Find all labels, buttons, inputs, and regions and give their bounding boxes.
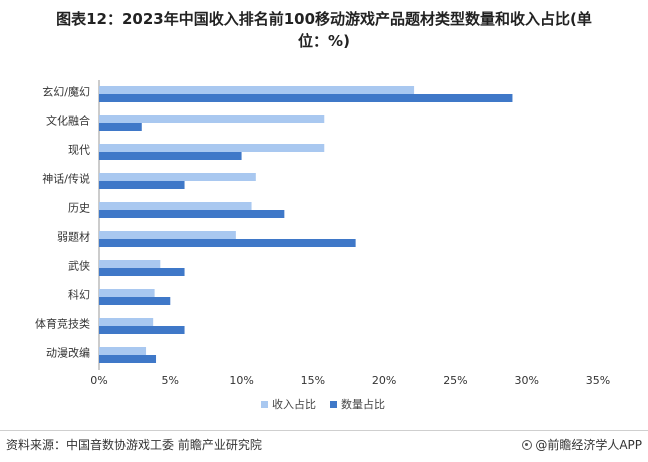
revenue-share-bar (99, 86, 415, 94)
brand-text: @前瞻经济学人APP (535, 438, 642, 452)
count-share-bar (99, 355, 157, 363)
count-share-bar (99, 268, 185, 276)
x-tick-label: 10% (229, 374, 253, 387)
count-share-bar (99, 210, 285, 218)
revenue-share-bar (99, 318, 154, 326)
x-tick-label: 0% (90, 374, 107, 387)
count-share-bar (99, 94, 513, 102)
category-label: 科幻 (68, 288, 90, 302)
category-label: 动漫改编 (46, 346, 90, 360)
brand-logo-icon (522, 440, 533, 450)
x-tick-label: 35% (586, 374, 610, 387)
category-label: 历史 (68, 202, 90, 215)
revenue-share-bar (99, 231, 236, 239)
revenue-share-bar (99, 144, 325, 152)
count-share-bar (99, 297, 171, 305)
count-share-bar (99, 152, 242, 160)
count-share-bar (99, 123, 142, 131)
chart-title-line-2: 位：%) (298, 32, 350, 50)
count-share-bar (99, 326, 185, 334)
revenue-share-bar (99, 347, 147, 355)
footer: 资料来源：中国音数协游戏工委 前瞻产业研究院 @前瞻经济学人APP (0, 430, 648, 455)
x-tick-label: 5% (162, 374, 179, 387)
x-tick-label: 30% (514, 374, 538, 387)
chart-title-line-1: 图表12：2023年中国收入排名前100移动游戏产品题材类型数量和收入占比(单 (56, 10, 592, 28)
category-label: 武侠 (68, 260, 90, 273)
revenue-share-bar (99, 173, 256, 181)
legend-swatch (330, 401, 337, 408)
x-tick-label: 15% (301, 374, 325, 387)
x-tick-label: 25% (443, 374, 467, 387)
category-label: 文化融合 (46, 114, 90, 128)
revenue-share-bar (99, 260, 161, 268)
count-share-bar (99, 239, 356, 247)
category-label: 现代 (68, 144, 90, 157)
category-label: 体育竞技类 (35, 317, 90, 331)
revenue-share-bar (99, 289, 155, 297)
x-tick-label: 20% (372, 374, 396, 387)
chart-title: 图表12：2023年中国收入排名前100移动游戏产品题材类型数量和收入占比(单 … (0, 8, 648, 52)
revenue-share-bar (99, 115, 325, 123)
legend-label: 数量占比 (341, 397, 385, 411)
revenue-share-bar (99, 202, 252, 210)
category-label: 玄幻/魔幻 (42, 85, 90, 99)
count-share-bar (99, 181, 185, 189)
legend-swatch (261, 401, 268, 408)
legend-label: 收入占比 (272, 397, 316, 411)
category-label: 弱题材 (57, 230, 90, 244)
brand-attribution: @前瞻经济学人APP (522, 436, 642, 453)
source-note: 资料来源：中国音数协游戏工委 前瞻产业研究院 (6, 438, 262, 452)
category-label: 神话/传说 (42, 172, 90, 186)
